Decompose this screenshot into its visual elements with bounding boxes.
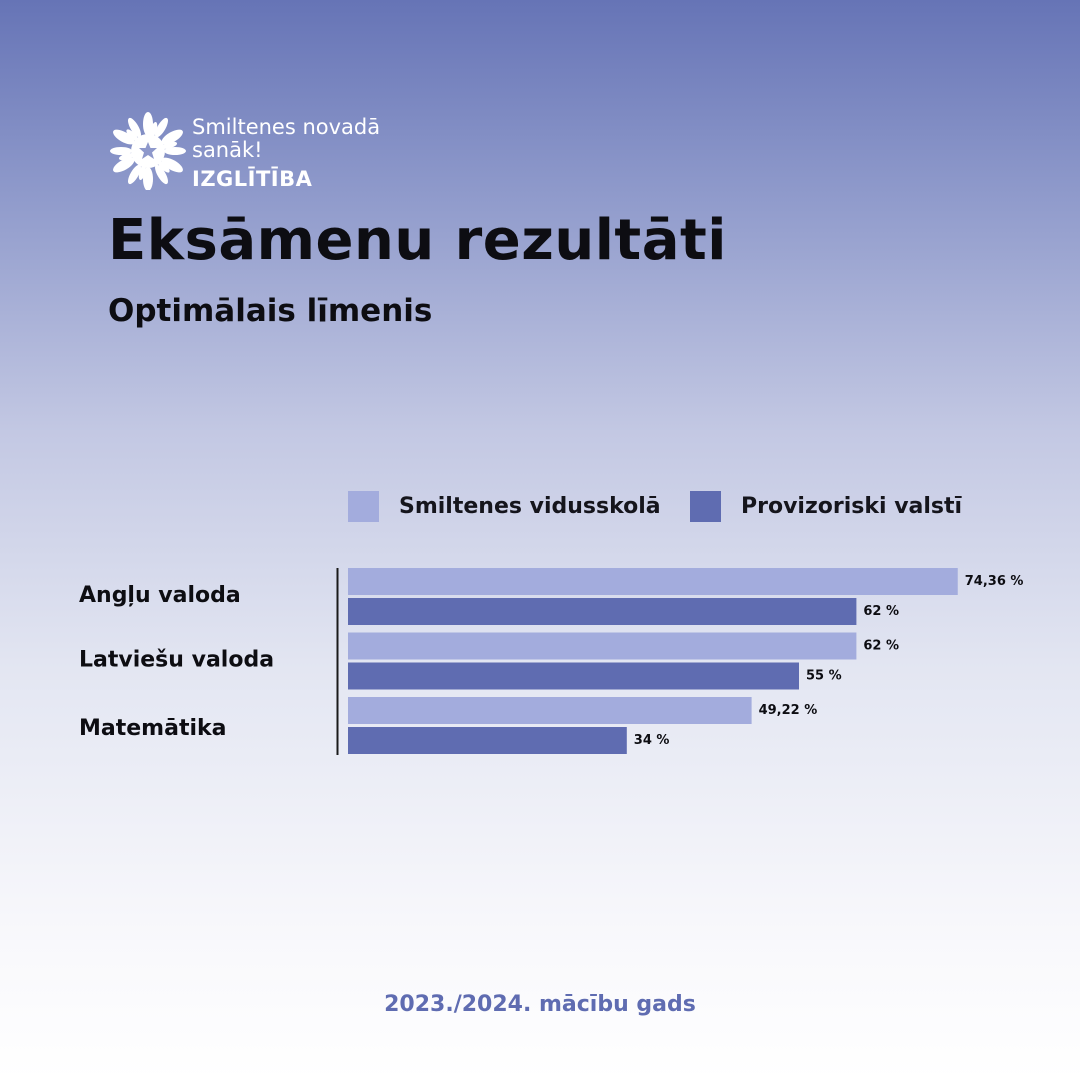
legend-swatch-country [690, 491, 721, 522]
data-label: 62 % [863, 639, 899, 654]
data-label: 62 % [863, 604, 899, 619]
category-label: Angļu valoda [79, 583, 241, 608]
data-label: 49,22 % [759, 703, 818, 718]
legend-item-school: Smiltenes vidusskolā [348, 491, 661, 522]
category-label: Latviešu valoda [79, 648, 274, 673]
bar-country [348, 662, 799, 690]
data-label: 55 % [806, 669, 842, 684]
page-title: Eksāmenu rezultāti [108, 208, 727, 273]
logo-text-line2: sanāk! [192, 138, 263, 162]
flower-logo-icon [110, 112, 186, 190]
page-subtitle: Optimālais līmenis [108, 293, 433, 329]
legend-swatch-school [348, 491, 379, 522]
category-label: Matemātika [79, 716, 226, 741]
footer-year: 2023./2024. mācību gads [384, 992, 696, 1017]
bar-country [348, 598, 857, 625]
bar-school [348, 632, 857, 660]
logo-text-line1: Smiltenes novadā [192, 115, 381, 139]
legend-label-country: Provizoriski valstī [741, 494, 963, 519]
bar-school [348, 697, 752, 724]
data-label: 74,36 % [965, 574, 1024, 589]
bar-country [348, 727, 627, 754]
data-label: 34 % [634, 733, 670, 748]
bar-school [348, 568, 958, 595]
legend-item-country: Provizoriski valstī [690, 491, 962, 522]
logo-text-line3: IZGLĪTĪBA [192, 167, 313, 191]
legend-label-school: Smiltenes vidusskolā [399, 494, 661, 519]
